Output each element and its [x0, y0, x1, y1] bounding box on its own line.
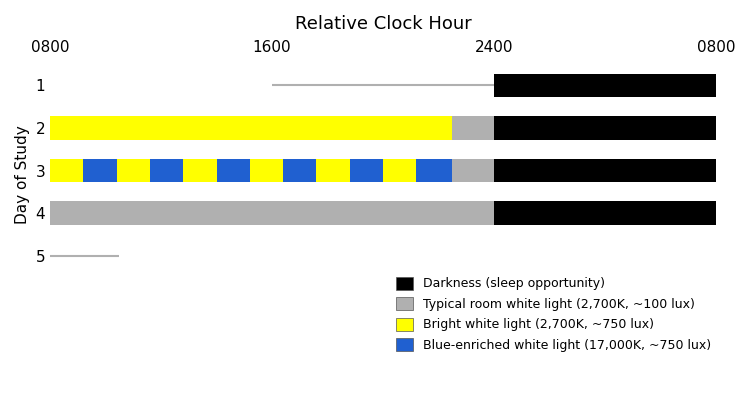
Bar — [283, 159, 316, 182]
Bar — [50, 159, 83, 182]
Bar — [83, 159, 117, 182]
Legend: Darkness (sleep opportunity), Typical room white light (2,700K, ~100 lux), Brigh: Darkness (sleep opportunity), Typical ro… — [391, 272, 716, 357]
Y-axis label: Day of Study: Day of Study — [15, 126, 30, 224]
Bar — [452, 159, 494, 182]
Bar — [452, 116, 494, 140]
Bar — [217, 159, 250, 182]
Bar — [50, 116, 452, 140]
Bar — [316, 159, 350, 182]
Bar — [117, 159, 150, 182]
Bar — [494, 202, 716, 225]
Bar — [250, 159, 283, 182]
Title: Relative Clock Hour: Relative Clock Hour — [295, 15, 471, 33]
Bar — [150, 159, 183, 182]
Bar — [494, 74, 716, 97]
Bar — [494, 116, 716, 140]
Bar — [350, 159, 383, 182]
Bar — [494, 159, 716, 182]
Bar — [383, 159, 416, 182]
Bar — [183, 159, 217, 182]
Bar — [416, 159, 452, 182]
Bar — [50, 202, 494, 225]
